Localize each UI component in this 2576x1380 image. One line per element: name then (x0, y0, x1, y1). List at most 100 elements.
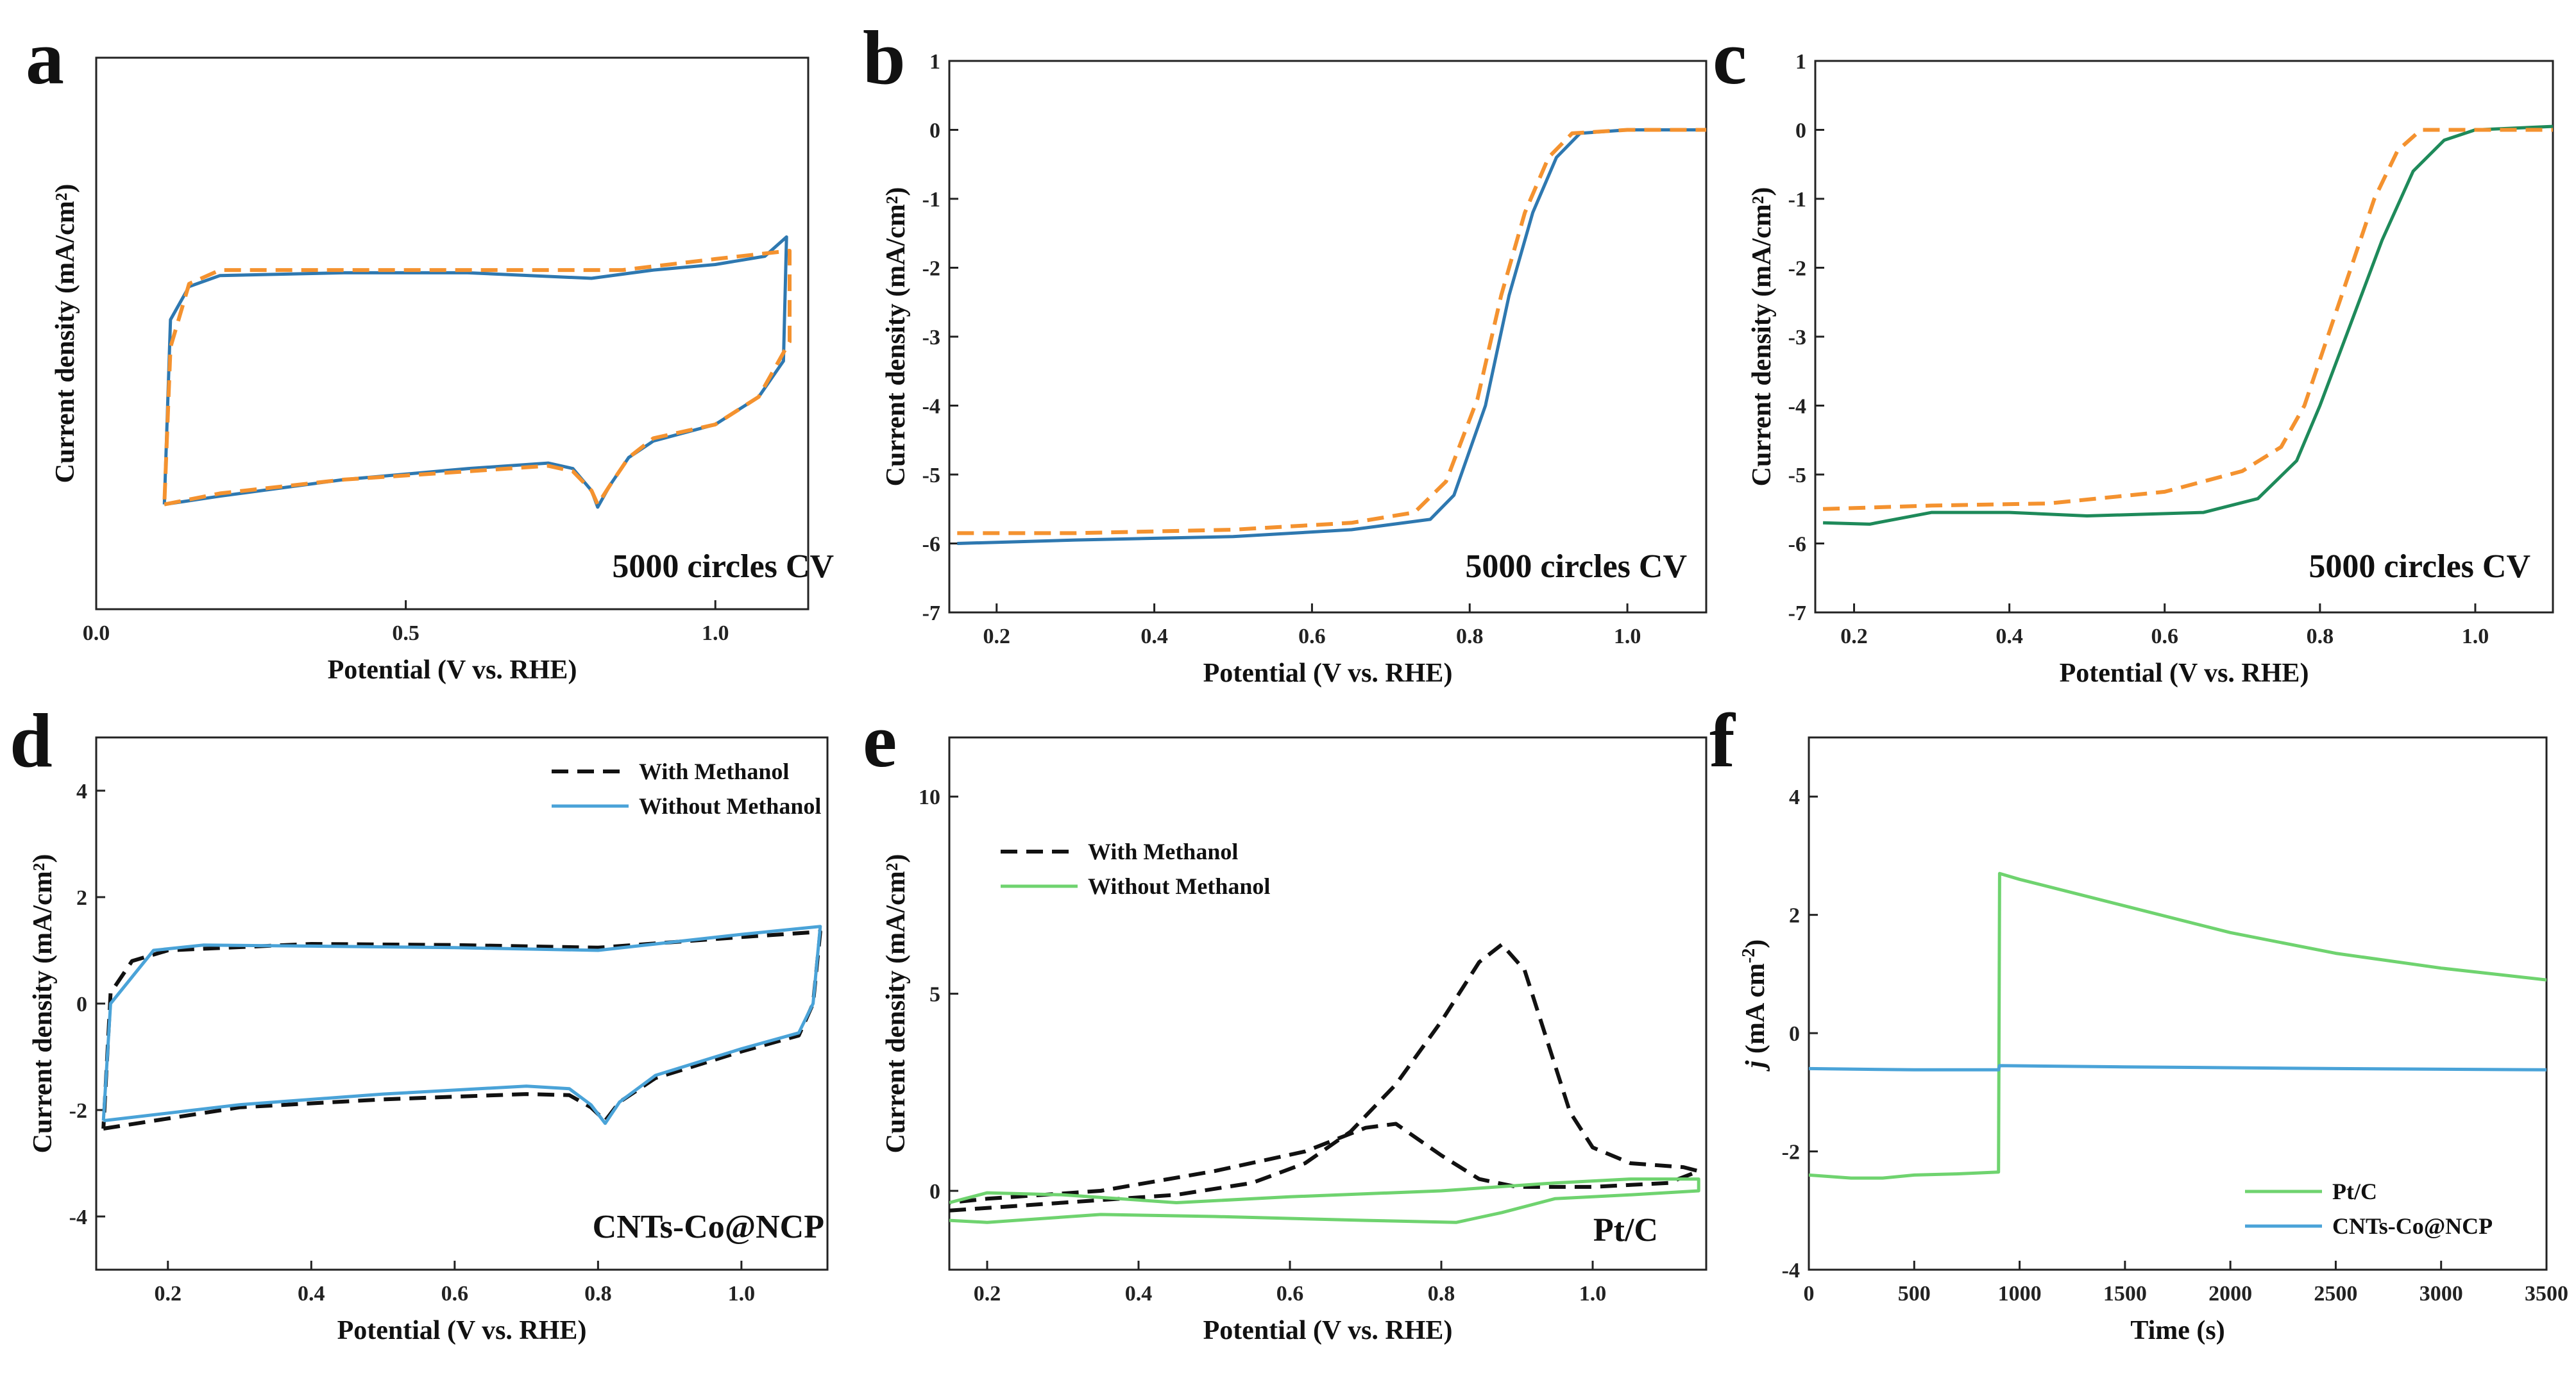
x-tick-label: 2500 (2314, 1282, 2357, 1306)
y-axis-label: Current density (mA/cm²) (881, 187, 911, 487)
x-axis-label: Potential (V vs. RHE) (2060, 659, 2309, 688)
panel-label: c (1713, 15, 1747, 100)
legend-label: CNTs-Co@NCP (2332, 1213, 2493, 1239)
x-tick-label: 0.4 (1140, 625, 1168, 648)
legend-label: With Methanol (639, 759, 789, 784)
x-tick-label: 0.8 (2307, 625, 2334, 648)
x-axis-label: Potential (V vs. RHE) (1203, 1316, 1453, 1345)
x-tick-label: 1.0 (1579, 1282, 1607, 1306)
series-line-after-5000-cycles (162, 249, 792, 507)
panel-a: 0.0 0.5 1.0 Potential (V vs. RHE) Current de… (26, 15, 834, 685)
y-tick-label: 0 (1795, 119, 1806, 143)
series-line-with-methanol (101, 930, 822, 1131)
x-axis-label: Potential (V vs. RHE) (328, 655, 577, 685)
x-tick-label: 0.4 (298, 1282, 325, 1306)
y-tick-label: -4 (922, 395, 940, 419)
x-tick-label: 1000 (1998, 1282, 2042, 1306)
y-tick-label: -4 (1788, 395, 1806, 419)
y-tick-label: -1 (922, 188, 940, 212)
x-tick-label: 0 (1804, 1282, 1815, 1306)
y-tick-label: 0 (76, 993, 87, 1016)
y-tick-label: -2 (69, 1099, 87, 1123)
x-tick-label: 0.8 (584, 1282, 612, 1306)
series-line-cnts-co-ncp (1809, 1064, 2546, 1072)
x-tick-label: 0.2 (974, 1282, 1001, 1306)
x-tick-label: 1.0 (702, 621, 729, 645)
panel-label: d (10, 698, 53, 783)
series-line-after-5000-cycles (1823, 128, 2553, 511)
x-tick-label: 3500 (2525, 1282, 2568, 1306)
y-tick-label: -2 (1788, 257, 1806, 281)
x-tick-label: 0.6 (1298, 625, 1326, 648)
series-line-initial (162, 235, 788, 509)
x-tick-label: 0.5 (392, 621, 419, 645)
x-tick-label: 0.0 (83, 621, 110, 645)
y-tick-label: -2 (922, 257, 940, 281)
y-tick-label: 2 (76, 886, 87, 910)
x-tick-label: 0.6 (1276, 1282, 1304, 1306)
panel-f: 0 500 1000 1500 2000 2500 3000 3500 4 2 0 -2 -4 Time … (1709, 698, 2568, 1345)
plot-frame-f (1808, 736, 2548, 1271)
panel-label: a (26, 15, 64, 100)
series-line-without-methanol (101, 925, 822, 1125)
y-tick-label: -3 (1788, 326, 1806, 349)
panel-c: 0.2 0.4 0.6 0.8 1.0 1 0 -1 -2 -3 -4 -5 -6 -7 Potential… (1713, 15, 2554, 688)
annotation-text: 5000 circles CV (2309, 548, 2530, 585)
y-axis-label: Current density (mA/cm²) (51, 184, 80, 484)
x-axis-label: Time (s) (2130, 1316, 2224, 1345)
x-tick-label: 0.4 (1125, 1282, 1153, 1306)
series-line-without-methanol (949, 1177, 1700, 1224)
legend-label: With Methanol (1088, 839, 1238, 864)
x-tick-label: 0.4 (1996, 625, 2023, 648)
series-line-with-methanol (949, 942, 1701, 1213)
y-axis-label: Current density (mA/cm²) (881, 854, 911, 1154)
panel-e: 0.2 0.4 0.6 0.8 1.0 10 5 0 Potential (V vs. RHE)… (863, 698, 1707, 1345)
x-tick-label: 0.2 (1840, 625, 1868, 648)
x-tick-label: 500 (1898, 1282, 1931, 1306)
x-tick-label: 1.0 (728, 1282, 756, 1306)
y-tick-label: 10 (919, 786, 940, 809)
y-tick-label: -5 (1788, 464, 1806, 487)
x-axis-label: Potential (V vs. RHE) (1203, 659, 1453, 688)
y-tick-label: 0 (1789, 1022, 1800, 1046)
legend-label: Without Methanol (1088, 873, 1270, 899)
x-tick-label: 1.0 (2462, 625, 2489, 648)
plot-frame-e (948, 736, 1707, 1271)
y-tick-label: 5 (929, 983, 940, 1007)
y-tick-label: -2 (1782, 1141, 1800, 1165)
y-tick-label: 4 (76, 780, 87, 804)
x-tick-label: 0.8 (1456, 625, 1484, 648)
y-tick-label: -7 (1788, 602, 1806, 625)
y-tick-label: -4 (1782, 1259, 1800, 1283)
x-tick-label: 1500 (2103, 1282, 2147, 1306)
x-tick-label: 1.0 (1614, 625, 1641, 648)
x-tick-label: 2000 (2208, 1282, 2252, 1306)
series-line-initial (1823, 124, 2553, 526)
panel-d: 0.2 0.4 0.6 0.8 1.0 4 2 0 -2 -4 Potential (V vs. R… (10, 698, 829, 1345)
x-tick-label: 3000 (2419, 1282, 2463, 1306)
series-line-after-5000-cycles (957, 128, 1706, 535)
y-tick-label: 1 (929, 50, 940, 74)
y-tick-label: 2 (1789, 904, 1800, 928)
annotation-text: CNTs-Co@NCP (593, 1209, 824, 1245)
panel-b: 0.2 0.4 0.6 0.8 1.0 1 0 -1 -2 -3 -4 -5 -6 -7 Potential… (863, 15, 1707, 688)
panel-label: b (863, 15, 906, 100)
annotation-text: 5000 circles CV (1465, 548, 1687, 585)
series-line-pt-c (1809, 871, 2546, 1180)
x-tick-label: 0.6 (441, 1282, 469, 1306)
y-tick-label: 1 (1795, 50, 1806, 74)
legend-label: Without Methanol (639, 793, 821, 819)
y-tick-label: -7 (922, 602, 940, 625)
y-axis-label: Current density (mA/cm²) (28, 854, 58, 1154)
y-tick-label: -3 (922, 326, 940, 349)
legend-label: Pt/C (2332, 1179, 2377, 1204)
panel-label: e (863, 698, 897, 783)
x-tick-label: 0.6 (2151, 625, 2178, 648)
annotation-text: Pt/C (1593, 1212, 1658, 1249)
y-tick-label: -1 (1788, 188, 1806, 212)
x-tick-label: 0.2 (983, 625, 1011, 648)
y-tick-label: -6 (1788, 533, 1806, 557)
y-axis-label: j (mA cm-2) (1739, 939, 1771, 1072)
y-tick-label: -6 (922, 533, 940, 557)
